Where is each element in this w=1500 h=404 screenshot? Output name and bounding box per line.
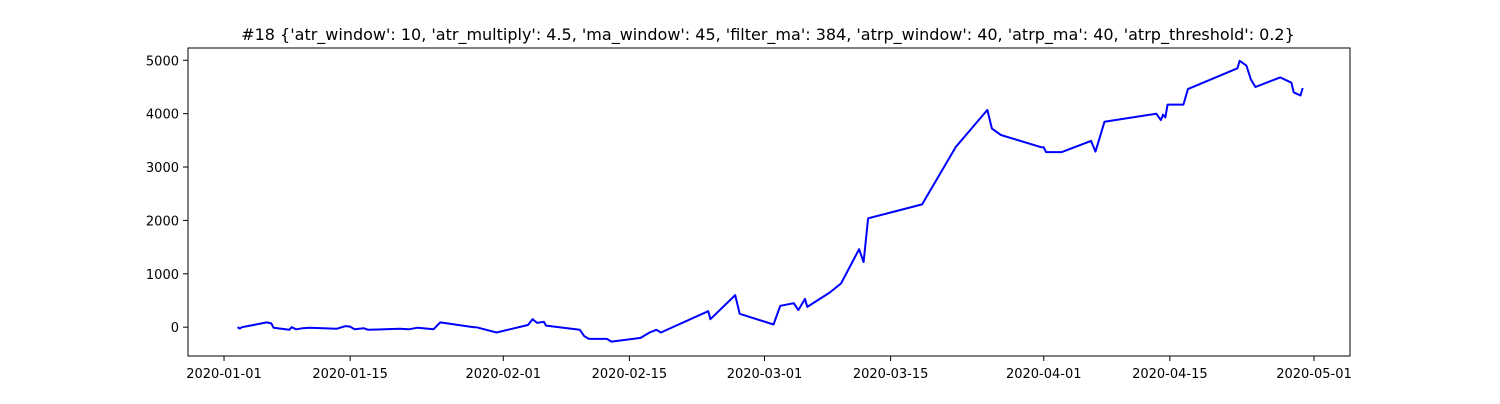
y-tick-label: 4000 — [146, 108, 179, 123]
x-tick-label: 2020-02-15 — [592, 367, 668, 382]
x-tick-label: 2020-02-01 — [465, 367, 541, 382]
x-tick-label: 2020-04-01 — [1006, 367, 1082, 382]
y-tick-label: 2000 — [146, 214, 179, 229]
x-tick-label: 2020-01-01 — [186, 367, 262, 382]
y-tick-label: 0 — [171, 321, 179, 336]
y-axis: 0 1000 2000 3000 4000 5000 — [146, 54, 188, 336]
y-tick-label: 3000 — [146, 161, 179, 176]
y-tick-label: 1000 — [146, 268, 179, 283]
x-axis: 2020-01-01 2020-01-15 2020-02-01 2020-02-15… — [186, 356, 1352, 382]
y-tick-label: 5000 — [146, 54, 179, 69]
x-tick-label: 2020-03-15 — [853, 367, 929, 382]
plot-area-frame — [187, 47, 1351, 357]
plot-line-layer — [237, 59, 1304, 343]
x-tick-label: 2020-01-15 — [312, 367, 388, 382]
x-tick-label: 2020-04-15 — [1132, 367, 1208, 382]
chart-title: #18 {'atr_window': 10, 'atr_multiply': 4… — [241, 25, 1295, 45]
series-line — [237, 59, 1304, 343]
x-tick-label: 2020-03-01 — [727, 367, 803, 382]
x-tick-label: 2020-05-01 — [1276, 367, 1352, 382]
